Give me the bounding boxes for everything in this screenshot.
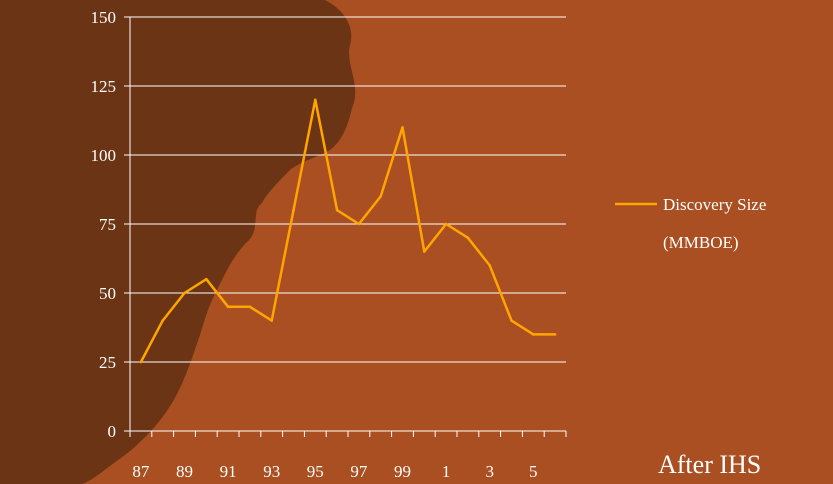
data-point xyxy=(205,277,208,281)
x-tick-label: 1 xyxy=(442,462,451,481)
data-point xyxy=(401,126,404,129)
data-point xyxy=(510,319,513,322)
data-point xyxy=(444,222,448,226)
legend-label-line-1: Discovery Size xyxy=(663,195,766,214)
data-point xyxy=(292,208,295,212)
data-point xyxy=(532,333,535,336)
x-tick-label: 93 xyxy=(263,462,280,481)
x-tick-label: 87 xyxy=(132,462,150,481)
data-point xyxy=(314,98,317,102)
data-point xyxy=(226,305,230,309)
y-tick-label: 75 xyxy=(99,215,116,234)
source-note: After IHS xyxy=(658,450,762,479)
legend: Discovery Size (MMBOE) xyxy=(615,195,766,252)
x-tick-label: 89 xyxy=(176,462,193,481)
x-tick-label: 3 xyxy=(485,462,494,481)
data-point xyxy=(248,305,252,309)
gridlines xyxy=(130,16,566,363)
x-axis-ticks: 87 89 91 93 95 97 99 1 3 5 xyxy=(129,431,567,481)
data-point xyxy=(270,319,274,322)
x-tick-label: 91 xyxy=(220,462,237,481)
x-tick-label: 97 xyxy=(350,462,368,481)
data-point xyxy=(379,195,383,198)
data-point xyxy=(553,333,557,336)
data-point xyxy=(488,264,492,267)
data-point xyxy=(423,250,426,253)
data-point xyxy=(357,222,361,226)
x-tick-label: 5 xyxy=(529,462,538,481)
x-tick-label: 95 xyxy=(307,462,324,481)
y-tick-label: 0 xyxy=(108,422,117,441)
data-point xyxy=(335,208,339,212)
data-point xyxy=(466,236,470,240)
legend-label-line-2: (MMBOE) xyxy=(663,233,739,252)
data-point xyxy=(139,360,143,364)
y-tick-label: 100 xyxy=(91,146,117,165)
y-tick-label: 50 xyxy=(99,284,116,303)
series-layer xyxy=(139,98,557,364)
y-tick-label: 125 xyxy=(91,77,117,96)
data-point xyxy=(161,319,164,322)
x-tick-label: 99 xyxy=(394,462,411,481)
y-tick-label: 25 xyxy=(99,353,116,372)
y-tick-label: 150 xyxy=(91,8,117,27)
y-axis-ticks: 0 25 50 75 100 125 150 xyxy=(91,8,130,441)
data-point xyxy=(183,291,186,295)
series-line xyxy=(139,98,556,363)
